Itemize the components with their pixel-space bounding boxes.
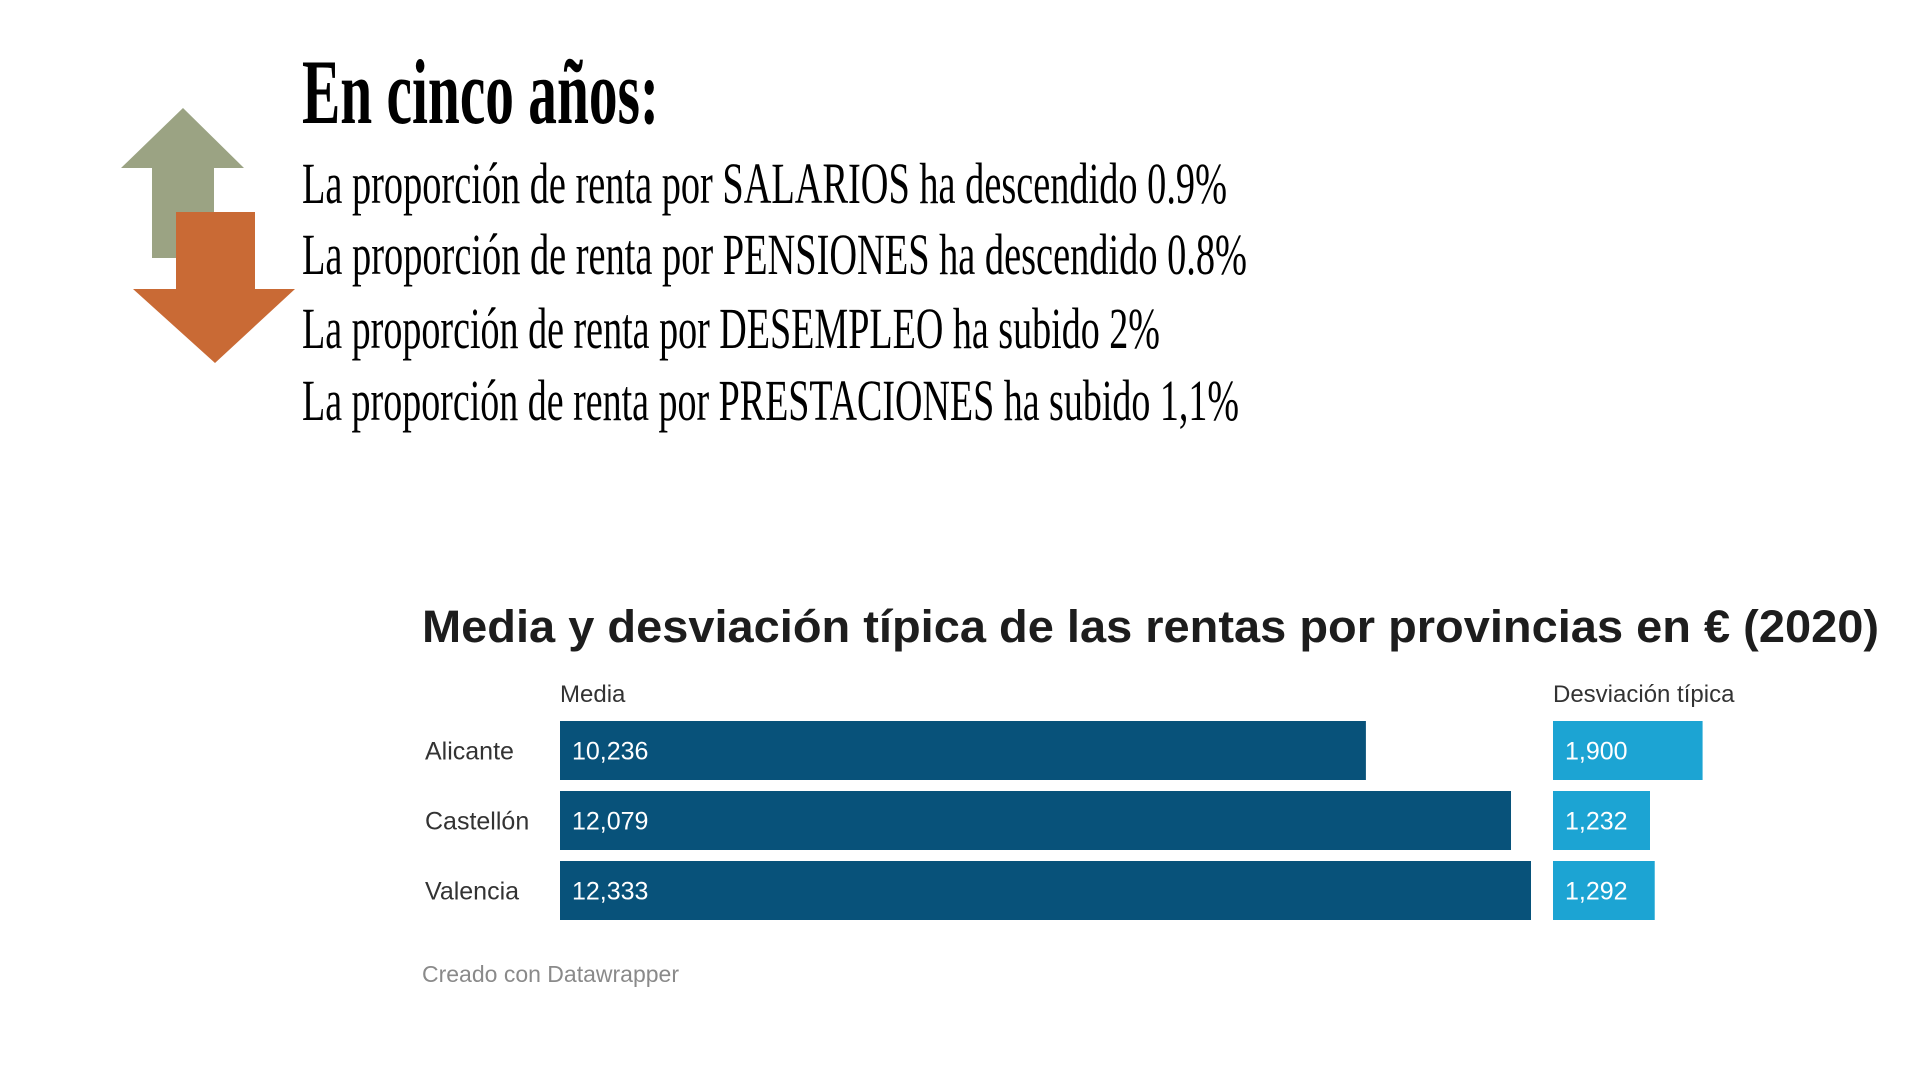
value-label: 1,292 [1565, 878, 1628, 906]
value-label: 1,900 [1565, 738, 1628, 766]
legend-label: Media [560, 681, 626, 708]
credit: Creado con Datawrapper [422, 961, 679, 987]
legend-label: Desviación típica [1553, 681, 1735, 708]
bar [1553, 721, 1703, 780]
down-arrow [133, 212, 295, 363]
bar [560, 721, 1366, 780]
summary-line: La proporción de renta por DESEMPLEO ha … [302, 296, 1160, 361]
summary-line: La proporción de renta por PRESTACIONES … [302, 368, 1239, 433]
category-label: Castellón [425, 808, 529, 836]
chart-title: Media y desviación típica de las rentas … [422, 601, 1879, 652]
category-label: Alicante [425, 738, 514, 766]
value-label: 12,079 [572, 808, 648, 836]
bar [560, 861, 1531, 920]
bar [560, 791, 1512, 850]
bar [1553, 861, 1655, 920]
heading: En cinco años: [302, 41, 659, 143]
summary-line: La proporción de renta por PENSIONES ha … [302, 222, 1247, 287]
summary-line: La proporción de renta por SALARIOS ha d… [302, 151, 1227, 216]
value-label: 1,232 [1565, 808, 1628, 836]
category-label: Valencia [425, 878, 519, 906]
bar [1553, 791, 1650, 850]
value-label: 10,236 [572, 738, 648, 766]
value-label: 12,333 [572, 878, 648, 906]
